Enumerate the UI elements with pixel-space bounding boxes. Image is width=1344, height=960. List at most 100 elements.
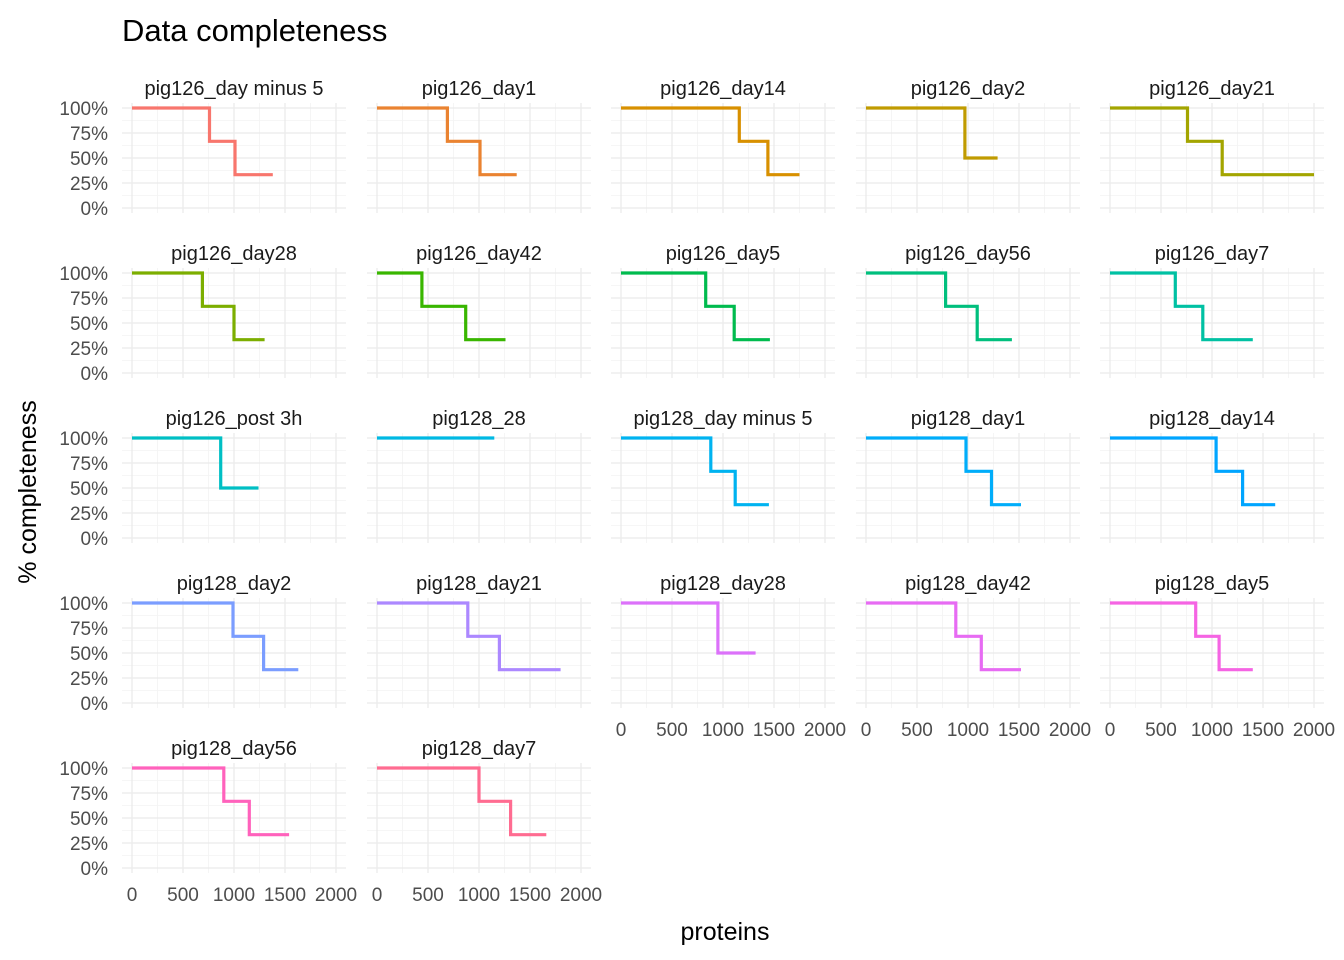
facet-panel: pig128_day2 0% 25% 50% 75% 100% xyxy=(59,573,346,715)
facet-label: pig126_day minus 5 xyxy=(144,78,323,100)
facet-panels: pig126_day minus 50%25%50%75%100%pig126_… xyxy=(59,78,1335,906)
facet-label: pig126_day1 xyxy=(422,78,537,100)
y-tick-label: 100% xyxy=(59,759,108,780)
step-line xyxy=(866,436,1021,507)
facet-label: pig126_day56 xyxy=(905,243,1031,265)
facet-label: pig128_day7 xyxy=(422,738,537,760)
step-line xyxy=(621,106,800,177)
facet-panel: pig128_day5 0 500 1000 1500 2000 xyxy=(1100,573,1335,741)
x-tick-label: 2000 xyxy=(1049,720,1091,741)
y-tick-label: 100% xyxy=(59,594,108,615)
x-tick-label: 1000 xyxy=(702,720,744,741)
y-tick-label: 25% xyxy=(70,174,108,195)
y-tick-label: 75% xyxy=(70,784,108,805)
x-tick-label: 1000 xyxy=(213,885,255,906)
step-line xyxy=(377,106,517,177)
y-tick-label: 25% xyxy=(70,504,108,525)
step-line xyxy=(132,106,273,177)
step-line xyxy=(377,766,547,837)
step-line xyxy=(132,436,259,490)
y-tick-label: 25% xyxy=(70,339,108,360)
x-tick-label: 2000 xyxy=(1293,720,1335,741)
x-tick-label: 0 xyxy=(1105,720,1116,741)
x-tick-label: 2000 xyxy=(315,885,357,906)
x-tick-label: 1500 xyxy=(998,720,1040,741)
facet-label: pig126_post 3h xyxy=(166,408,303,430)
y-tick-label: 75% xyxy=(70,619,108,640)
x-axis-title: proteins xyxy=(681,918,770,946)
step-line xyxy=(132,271,265,342)
facet-panel: pig126_day minus 5 0% 25% 50% 75% 100% xyxy=(59,78,346,220)
facet-panel: pig126_day42 xyxy=(367,243,591,378)
facet-panel: pig126_day14 xyxy=(611,78,835,213)
y-tick-label: 25% xyxy=(70,669,108,690)
facet-panel: pig128_day21 xyxy=(367,573,591,708)
step-line xyxy=(1110,436,1276,507)
facet-label: pig128_day2 xyxy=(177,573,292,595)
facet-panel: pig128_28 xyxy=(367,408,591,543)
step-line xyxy=(621,271,770,342)
y-tick-label: 100% xyxy=(59,429,108,450)
y-axis-title: % completeness xyxy=(14,400,42,583)
facet-label: pig126_day21 xyxy=(1149,78,1275,100)
step-line xyxy=(377,601,561,672)
facet-panel: pig126_day7 xyxy=(1100,243,1324,378)
facet-panel: pig128_day14 xyxy=(1100,408,1324,543)
x-tick-label: 1000 xyxy=(947,720,989,741)
x-tick-label: 1500 xyxy=(509,885,551,906)
step-line xyxy=(866,601,1021,672)
step-line xyxy=(1110,271,1253,342)
facet-label: pig126_day7 xyxy=(1155,243,1270,265)
facet-label: pig128_day minus 5 xyxy=(633,408,812,430)
y-tick-label: 0% xyxy=(81,364,109,385)
x-tick-label: 1000 xyxy=(458,885,500,906)
y-tick-label: 0% xyxy=(81,529,109,550)
x-tick-label: 0 xyxy=(616,720,627,741)
facet-label: pig126_day28 xyxy=(171,243,297,265)
y-tick-label: 25% xyxy=(70,834,108,855)
facet-panel: pig128_day minus 5 xyxy=(611,408,835,543)
facet-label: pig128_day28 xyxy=(660,573,786,595)
y-tick-label: 75% xyxy=(70,289,108,310)
y-tick-label: 50% xyxy=(70,479,108,500)
y-tick-label: 75% xyxy=(70,124,108,145)
x-tick-label: 1000 xyxy=(1191,720,1233,741)
x-tick-label: 1500 xyxy=(264,885,306,906)
y-tick-label: 50% xyxy=(70,149,108,170)
x-tick-label: 500 xyxy=(656,720,688,741)
facet-panel: pig126_day21 xyxy=(1100,78,1324,213)
step-line xyxy=(132,766,290,837)
x-tick-label: 0 xyxy=(127,885,138,906)
y-tick-label: 0% xyxy=(81,694,109,715)
x-tick-label: 500 xyxy=(901,720,933,741)
facet-label: pig126_day2 xyxy=(911,78,1026,100)
facet-panel: pig128_day7 0 500 1000 1500 2000 xyxy=(367,738,602,906)
chart-title: Data completeness xyxy=(122,13,387,48)
y-tick-label: 100% xyxy=(59,99,108,120)
facet-label: pig126_day5 xyxy=(666,243,781,265)
x-tick-label: 500 xyxy=(412,885,444,906)
facet-panel: pig126_day28 0% 25% 50% 75% 100% xyxy=(59,243,346,385)
x-tick-label: 1500 xyxy=(753,720,795,741)
y-tick-label: 75% xyxy=(70,454,108,475)
step-line xyxy=(621,601,756,655)
facet-panel: pig126_day1 xyxy=(367,78,591,213)
step-line xyxy=(132,601,299,672)
x-tick-label: 0 xyxy=(372,885,383,906)
facet-panel: pig128_day56 0% 25% 50% 75% 100% 0 500 1000 1500 2… xyxy=(59,738,357,906)
y-tick-label: 0% xyxy=(81,859,109,880)
x-tick-label: 2000 xyxy=(560,885,602,906)
facet-label: pig128_day14 xyxy=(1149,408,1275,430)
y-tick-label: 50% xyxy=(70,314,108,335)
facet-label: pig126_day42 xyxy=(416,243,542,265)
x-tick-label: 1500 xyxy=(1242,720,1284,741)
x-tick-label: 2000 xyxy=(804,720,846,741)
x-tick-label: 500 xyxy=(1145,720,1177,741)
step-line xyxy=(866,271,1012,342)
y-tick-label: 0% xyxy=(81,199,109,220)
y-tick-label: 50% xyxy=(70,809,108,830)
facet-label: pig128_day21 xyxy=(416,573,542,595)
step-line xyxy=(1110,106,1314,177)
facet-label: pig128_day56 xyxy=(171,738,297,760)
